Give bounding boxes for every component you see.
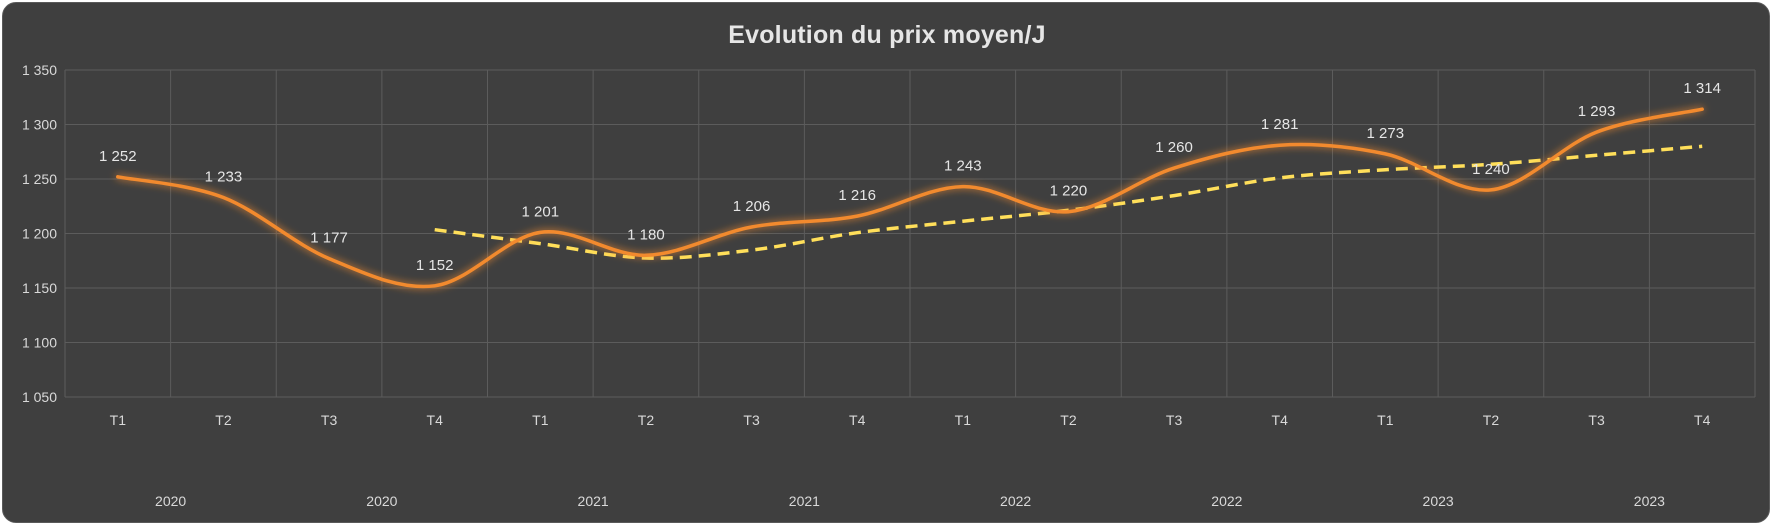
- x-tick-label: T3: [1588, 412, 1605, 428]
- x-tick-label: T1: [532, 412, 549, 428]
- year-label: 2023: [1423, 493, 1454, 509]
- x-tick-label: T3: [321, 412, 338, 428]
- data-label: 1 281: [1261, 116, 1299, 133]
- x-tick-label: T3: [1166, 412, 1183, 428]
- data-label: 1 216: [838, 187, 876, 204]
- x-tick-label: T2: [215, 412, 232, 428]
- y-tick-label: 1 150: [22, 280, 57, 296]
- x-tick-label: T4: [849, 412, 866, 428]
- price-line-series: [116, 107, 1704, 289]
- x-tick-label: T2: [1483, 412, 1500, 428]
- year-label: 2022: [1211, 493, 1242, 509]
- x-tick-label: T3: [743, 412, 760, 428]
- data-label: 1 220: [1050, 183, 1088, 200]
- x-tick-label: T2: [1060, 412, 1077, 428]
- y-tick-label: 1 100: [22, 335, 57, 351]
- data-label: 1 201: [522, 203, 560, 220]
- x-tick-label: T4: [1272, 412, 1289, 428]
- data-label: 1 252: [99, 148, 137, 165]
- data-label: 1 177: [310, 230, 348, 247]
- data-label: 1 314: [1683, 80, 1721, 97]
- data-label: 1 293: [1578, 103, 1616, 120]
- data-label: 1 240: [1472, 161, 1510, 178]
- data-label: 1 273: [1367, 125, 1405, 142]
- year-label: 2021: [789, 493, 820, 509]
- data-label: 1 180: [627, 226, 665, 243]
- data-label: 1 260: [1155, 139, 1193, 156]
- y-tick-label: 1 350: [22, 62, 57, 78]
- x-tick-label: T1: [955, 412, 972, 428]
- year-label: 2020: [155, 493, 186, 509]
- y-tick-label: 1 250: [22, 171, 57, 187]
- data-label: 1 233: [205, 169, 243, 186]
- trendline-series: [434, 144, 1703, 260]
- x-tick-label: T1: [110, 412, 127, 428]
- x-tick-label: T4: [1694, 412, 1711, 428]
- y-tick-label: 1 200: [22, 226, 57, 242]
- data-label: 1 243: [944, 158, 982, 175]
- year-label: 2021: [578, 493, 609, 509]
- year-label: 2022: [1000, 493, 1031, 509]
- year-label: 2023: [1634, 493, 1665, 509]
- data-label: 1 206: [733, 198, 771, 215]
- data-label: 1 152: [416, 257, 454, 274]
- x-tick-label: T1: [1377, 412, 1394, 428]
- chart-title: Evolution du prix moyen/J: [728, 21, 1046, 49]
- y-tick-label: 1 050: [22, 389, 57, 405]
- x-tick-label: T4: [427, 412, 444, 428]
- x-tick-label: T2: [638, 412, 655, 428]
- chart-plot-area: 1 050 1 100 1 150 1 200 1 250 1 300 1 350 T1 T2 T…: [22, 62, 1756, 509]
- year-label: 2020: [366, 493, 397, 509]
- y-tick-label: 1 300: [22, 117, 57, 133]
